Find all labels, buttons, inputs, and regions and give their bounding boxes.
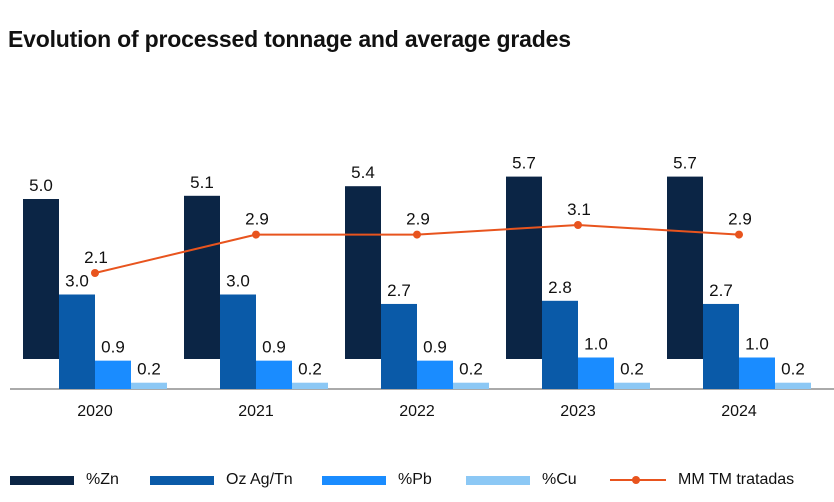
line-label-2023: 3.1 xyxy=(567,200,591,219)
bar-ag-2023 xyxy=(542,300,578,389)
line-label-2021: 2.9 xyxy=(245,210,269,229)
legend-item-4: MM TM tratadas xyxy=(610,471,794,489)
data-label-ag-2023: 2.8 xyxy=(548,278,572,297)
data-label-cu-2023: 0.2 xyxy=(620,360,644,379)
legend-swatch xyxy=(322,475,386,485)
bar-ag-2020 xyxy=(59,294,95,389)
bar-zn-2022 xyxy=(345,186,381,359)
line-label-2024: 2.9 xyxy=(728,210,752,229)
legend-swatch xyxy=(150,475,214,485)
x-tick-label-2022: 2022 xyxy=(399,403,435,420)
bar-ag-2022 xyxy=(381,303,417,389)
legend-swatch xyxy=(10,475,74,485)
legend-item-1: Oz Ag/Tn xyxy=(150,471,293,489)
x-tick-label-2023: 2023 xyxy=(560,403,596,420)
data-label-pb-2020: 0.9 xyxy=(101,338,125,357)
bar-cu-2022 xyxy=(453,382,489,389)
legend-item-3: %Cu xyxy=(466,471,577,489)
bar-pb-2022 xyxy=(417,360,453,389)
legend-item-0: %Zn xyxy=(10,471,119,489)
data-label-ag-2021: 3.0 xyxy=(226,272,250,291)
data-label-cu-2024: 0.2 xyxy=(781,360,805,379)
chart-legend: %Zn Oz Ag/Tn %Pb %Cu MM TM tratadas xyxy=(0,471,834,499)
data-label-cu-2022: 0.2 xyxy=(459,360,483,379)
line-point-2024 xyxy=(735,230,743,239)
legend-label: %Pb xyxy=(398,471,432,488)
bar-ag-2021 xyxy=(220,294,256,389)
legend-swatch xyxy=(466,475,530,485)
data-label-ag-2024: 2.7 xyxy=(709,281,733,300)
bar-zn-2023 xyxy=(506,176,542,359)
data-label-ag-2020: 3.0 xyxy=(65,272,89,291)
bar-cu-2024 xyxy=(775,382,811,389)
bar-pb-2024 xyxy=(739,357,775,389)
data-label-zn-2024: 5.7 xyxy=(673,154,697,173)
data-label-zn-2022: 5.4 xyxy=(351,163,375,182)
legend-label: %Zn xyxy=(86,471,119,488)
data-label-ag-2022: 2.7 xyxy=(387,281,411,300)
legend-line-swatch xyxy=(610,476,666,484)
bar-pb-2020 xyxy=(95,360,131,389)
data-label-pb-2022: 0.9 xyxy=(423,338,447,357)
data-label-zn-2023: 5.7 xyxy=(512,154,536,173)
bar-ag-2024 xyxy=(703,303,739,389)
bar-zn-2024 xyxy=(667,176,703,359)
bar-cu-2020 xyxy=(131,382,167,389)
data-label-pb-2021: 0.9 xyxy=(262,338,286,357)
legend-item-2: %Pb xyxy=(322,471,432,489)
line-label-2020: 2.1 xyxy=(84,248,108,267)
bar-zn-2021 xyxy=(184,195,220,359)
data-label-pb-2024: 1.0 xyxy=(745,335,769,354)
bar-cu-2021 xyxy=(292,382,328,389)
bar-pb-2023 xyxy=(578,357,614,389)
line-label-2022: 2.9 xyxy=(406,210,430,229)
x-tick-label-2021: 2021 xyxy=(238,403,274,420)
line-point-2020 xyxy=(91,269,99,277)
line-point-2021 xyxy=(252,230,260,239)
data-label-cu-2021: 0.2 xyxy=(298,360,322,379)
bar-zn-2020 xyxy=(23,199,59,359)
bar-pb-2021 xyxy=(256,360,292,389)
chart-title: Evolution of processed tonnage and avera… xyxy=(8,26,571,52)
line-point-2023 xyxy=(574,221,582,229)
legend-label: Oz Ag/Tn xyxy=(226,471,293,488)
chart: 5.0 3.0 0.9 0.2 2020 5.1 3.0 0.9 0.2 2021 5.4 2.7 0.… xyxy=(10,154,834,420)
data-label-zn-2020: 5.0 xyxy=(29,176,53,195)
data-label-zn-2021: 5.1 xyxy=(190,173,214,192)
bar-cu-2023 xyxy=(614,382,650,389)
legend-label: %Cu xyxy=(542,471,577,488)
data-label-cu-2020: 0.2 xyxy=(137,360,161,379)
x-tick-label-2020: 2020 xyxy=(77,403,113,420)
legend-label: MM TM tratadas xyxy=(678,471,795,488)
data-label-pb-2023: 1.0 xyxy=(584,335,608,354)
line-point-2022 xyxy=(413,230,421,239)
x-tick-label-2024: 2024 xyxy=(721,403,757,420)
